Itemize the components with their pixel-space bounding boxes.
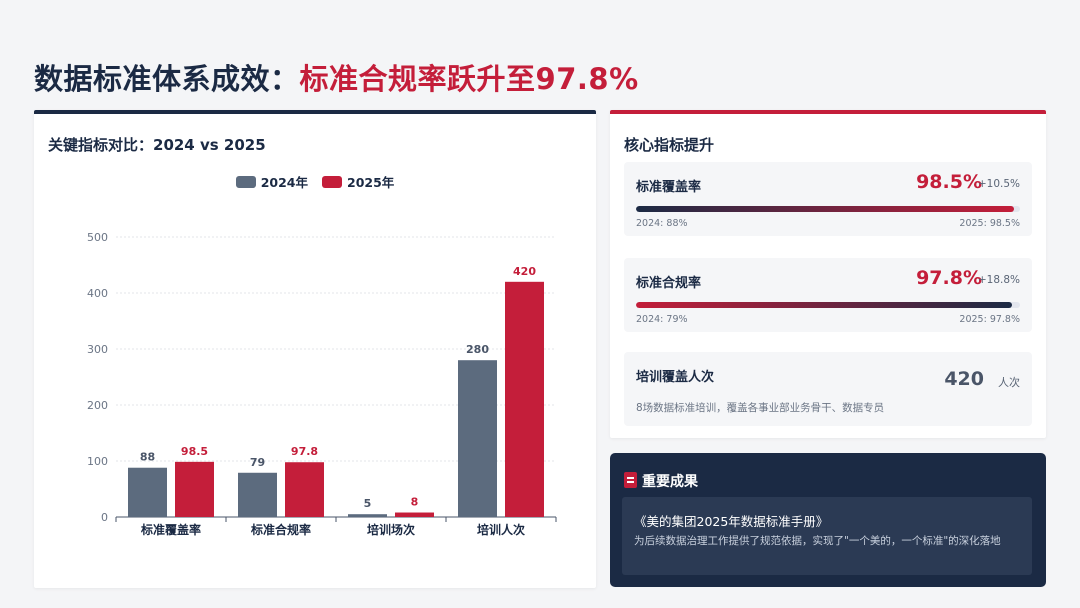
metric-training: 培训覆盖人次 420 人次 8场数据标准培训，覆盖各事业部业务骨干、数据专员 — [624, 352, 1032, 426]
training-value: 420 — [944, 368, 984, 390]
data-label: 79 — [250, 456, 265, 469]
bar-2025 — [505, 281, 544, 517]
data-label: 420 — [513, 265, 536, 278]
x-tick-label: 标准覆盖率 — [140, 522, 201, 537]
metric-label: 标准覆盖率 — [636, 180, 702, 195]
bar-chart: 0 100 200 300 400 500 标准覆盖率 88 98.5 标准合规率 79 97.8 培训… — [87, 231, 557, 537]
y-tick-label: 300 — [87, 343, 108, 356]
progress-track — [636, 302, 1020, 308]
document-icon — [624, 472, 637, 488]
metric-delta: +10.5% — [977, 178, 1020, 190]
progress-track — [636, 206, 1020, 212]
metric-value: 97.8% — [916, 267, 982, 289]
metric-compliance: 标准合规率 97.8% +18.8% 2024: 79% 2025: 97.8% — [624, 258, 1032, 332]
y-tick-label: 0 — [101, 511, 108, 524]
legend-label-2025: 2025年 — [347, 175, 395, 190]
metric-label: 培训覆盖人次 — [636, 370, 715, 385]
x-tick-label: 培训场次 — [367, 522, 415, 537]
metric-delta: +18.8% — [977, 274, 1020, 286]
x-tick-label: 标准合规率 — [250, 522, 311, 537]
training-unit: 人次 — [998, 376, 1020, 389]
data-label: 5 — [364, 497, 372, 510]
legend-item-2025[interactable]: 2025年 — [322, 172, 394, 191]
metric-to: 2025: 97.8% — [959, 314, 1020, 325]
page-title: 数据标准体系成效：标准合规率跃升至97.8% — [34, 56, 639, 98]
data-label: 88 — [140, 451, 155, 464]
metric-from: 2024: 79% — [636, 314, 688, 325]
bar-2024 — [128, 467, 167, 517]
result-title: 重要成果 — [642, 474, 698, 490]
metric-to: 2025: 98.5% — [959, 218, 1020, 229]
data-label: 97.8 — [291, 445, 318, 458]
y-tick-label: 200 — [87, 399, 108, 412]
data-label: 98.5 — [181, 445, 208, 458]
bar-2025 — [285, 462, 324, 517]
metric-value: 98.5% — [916, 171, 982, 193]
x-tick-label: 培训人次 — [477, 522, 525, 537]
metric-coverage: 标准覆盖率 98.5% +10.5% 2024: 88% 2025: 98.5% — [624, 162, 1032, 236]
y-tick-label: 400 — [87, 287, 108, 300]
y-tick-label: 100 — [87, 455, 108, 468]
bar-2025 — [175, 461, 214, 517]
legend-item-2024[interactable]: 2024年 — [235, 172, 308, 191]
progress-fill — [636, 206, 1015, 212]
chart-card: 关键指标对比：2024 vs 2025 2024年 2025年 0 100 200 3… — [34, 110, 596, 588]
progress-fill — [636, 302, 1012, 308]
legend-label-2024: 2024年 — [260, 175, 308, 190]
chart-legend: 2024年 2025年 — [34, 172, 596, 191]
training-desc: 8场数据标准培训，覆盖各事业部业务骨干、数据专员 — [636, 402, 885, 414]
legend-swatch-2024 — [235, 175, 256, 188]
bar-2024 — [238, 472, 277, 517]
data-label: 280 — [466, 343, 489, 356]
bar-2025 — [395, 512, 434, 517]
data-label: 8 — [411, 496, 419, 509]
metric-from: 2024: 88% — [636, 218, 688, 229]
legend-swatch-2025 — [322, 175, 342, 188]
y-tick-label: 500 — [87, 231, 108, 244]
page-title-main: 数据标准体系成效： — [34, 62, 300, 96]
chart-card-title: 关键指标对比：2024 vs 2025 — [48, 136, 266, 154]
result-card: 重要成果 《美的集团2025年数据标准手册》 为后续数据治理工作提供了规范依据，… — [610, 453, 1046, 587]
result-desc: 为后续数据治理工作提供了规范依据，实现了"一个美的，一个标准"的深化落地 — [634, 535, 1001, 547]
bar-2024 — [348, 514, 387, 517]
page-title-accent: 标准合规率跃升至97.8% — [299, 62, 639, 96]
metrics-card: 核心指标提升 标准覆盖率 98.5% +10.5% 2024: 88% 2025… — [610, 110, 1046, 438]
result-book-title: 《美的集团2025年数据标准手册》 — [634, 514, 829, 529]
bar-2024 — [458, 360, 497, 517]
result-inner: 《美的集团2025年数据标准手册》 为后续数据治理工作提供了规范依据，实现了"一… — [622, 497, 1032, 575]
metrics-card-title: 核心指标提升 — [624, 136, 715, 154]
metric-label: 标准合规率 — [636, 276, 702, 291]
